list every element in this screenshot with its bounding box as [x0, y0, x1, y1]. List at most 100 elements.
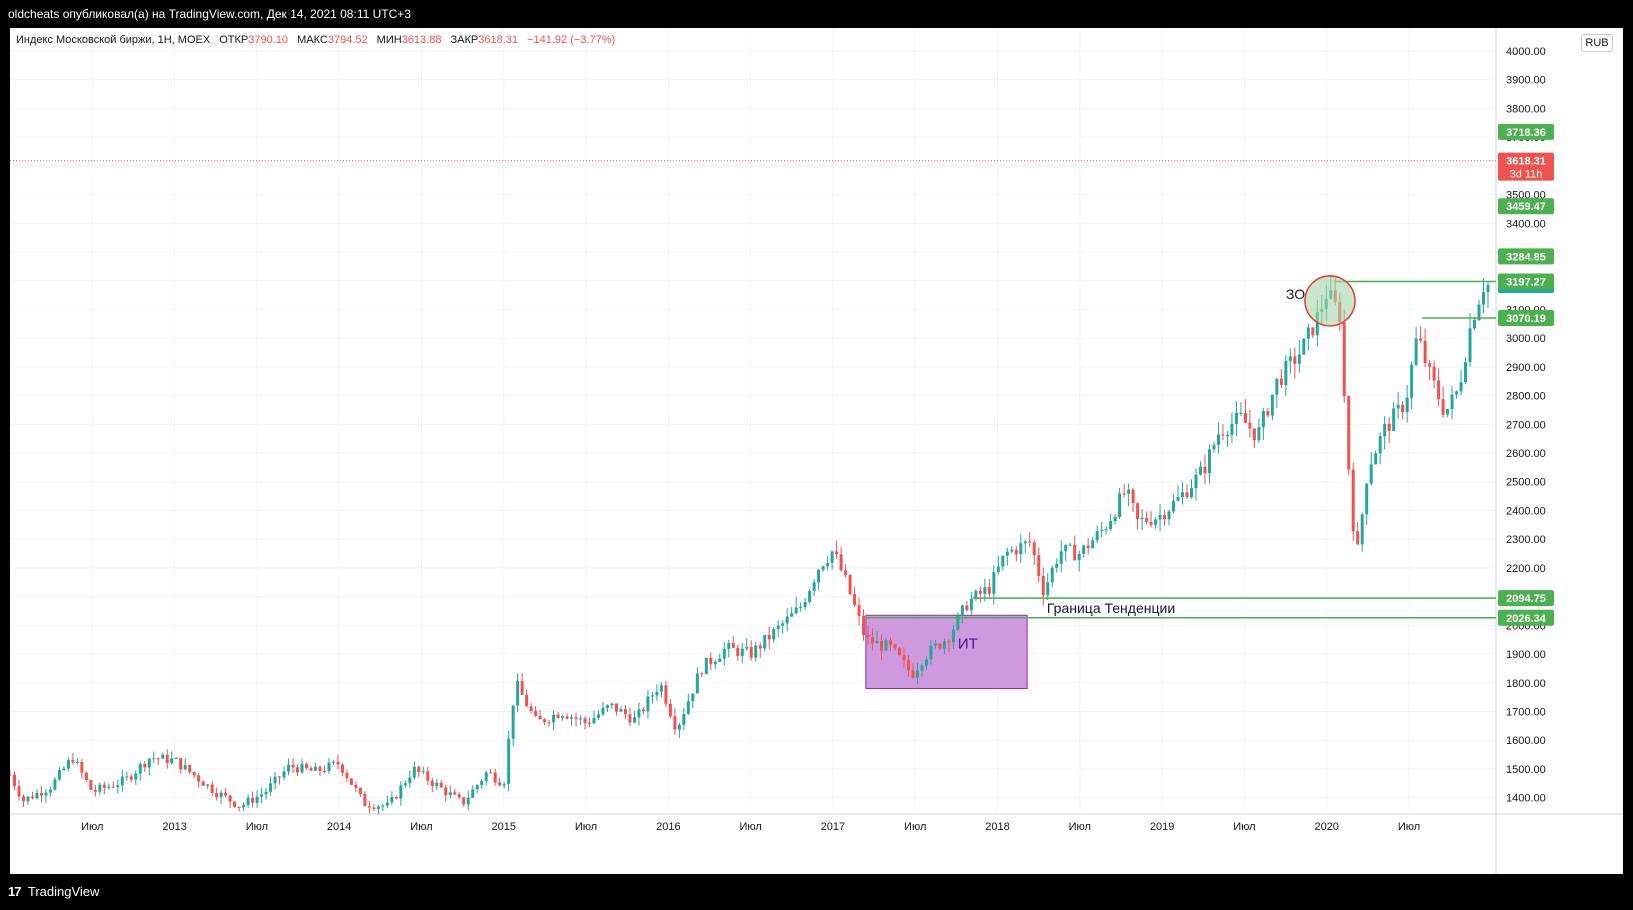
- candle-body: [327, 762, 331, 772]
- candle-body: [1225, 434, 1229, 436]
- candle-body: [53, 779, 57, 790]
- candle-body: [111, 786, 115, 788]
- x-tick-label: Июл: [1233, 821, 1255, 833]
- change-value: −141.92 (−3.77%): [527, 34, 616, 46]
- candle-body: [987, 587, 991, 594]
- candle-body: [906, 660, 910, 671]
- candle-body: [255, 796, 259, 803]
- candle-body: [897, 648, 901, 656]
- candle-body: [1410, 364, 1414, 398]
- candle-body: [902, 655, 906, 661]
- candle-body: [1091, 540, 1095, 549]
- y-tick-label: 2200.00: [1506, 563, 1546, 575]
- candle-body: [1122, 493, 1126, 495]
- symbol-title: Индекс Московской биржи, 1Н, MOEX: [16, 34, 211, 46]
- candle-body: [695, 673, 699, 694]
- candle-body: [1342, 322, 1346, 397]
- candle-body: [776, 625, 780, 630]
- low-value: 3613.88: [401, 34, 442, 46]
- y-tick-label: 2300.00: [1506, 534, 1546, 546]
- candle-body: [138, 763, 142, 774]
- candle-body: [1486, 285, 1490, 293]
- candle-body: [300, 763, 304, 773]
- candle-body: [893, 644, 897, 649]
- candle-body: [1315, 311, 1319, 336]
- candle-body: [956, 614, 960, 630]
- candle-body: [938, 643, 942, 649]
- candle-body: [1356, 531, 1360, 545]
- level-tag-bg: [1498, 609, 1554, 626]
- candle-body: [390, 796, 394, 803]
- candle-body: [233, 801, 237, 807]
- candle-body: [911, 670, 915, 678]
- candle-body: [614, 703, 618, 712]
- candle-body: [1136, 503, 1140, 520]
- candle-body: [758, 645, 762, 649]
- low-label: МИН: [376, 34, 402, 46]
- brand-label[interactable]: TradingView: [27, 884, 100, 899]
- x-tick-label: 2019: [1150, 821, 1174, 833]
- candle-body: [125, 776, 129, 778]
- candle-body: [71, 760, 75, 763]
- level-tag: 2094.75: [1506, 593, 1546, 605]
- candle-body: [21, 796, 25, 802]
- candle-body: [1019, 543, 1023, 555]
- candle-body: [884, 640, 888, 651]
- candle-body: [1369, 464, 1373, 484]
- candle-body: [1419, 338, 1423, 341]
- price-chart[interactable]: ЗО ИТ Граница Тенденции 4000.00 3900.00 3800.…: [10, 28, 1623, 874]
- chart-frame[interactable]: Индекс Московской биржи, 1Н, MOEX ОТКР37…: [10, 28, 1623, 874]
- candle-body: [331, 761, 335, 763]
- candle-body: [30, 796, 34, 799]
- candle-body: [480, 780, 484, 786]
- candle-body: [363, 793, 367, 807]
- candle-body: [1230, 423, 1234, 435]
- candle-body: [237, 806, 241, 808]
- candle-body: [129, 776, 133, 780]
- candle-body: [579, 718, 583, 720]
- candle-body: [880, 640, 884, 651]
- candle-body: [866, 634, 870, 638]
- candle-body: [924, 659, 928, 666]
- candle-body: [875, 640, 879, 644]
- candle-body: [996, 566, 1000, 573]
- candle-body: [251, 797, 255, 803]
- candle-body: [98, 784, 102, 792]
- candle-body: [444, 787, 448, 796]
- current-price-tag-sub: 3d 11h: [1510, 169, 1543, 181]
- candle-body: [722, 648, 726, 659]
- x-tick-label: Июл: [904, 821, 926, 833]
- currency-button[interactable]: RUB: [1581, 34, 1613, 52]
- candle-body: [637, 709, 641, 718]
- candle-body: [57, 770, 61, 780]
- candle-body: [570, 717, 574, 719]
- zone-it-box: [865, 614, 1028, 690]
- candle-body: [1464, 362, 1468, 383]
- candle-body: [107, 786, 111, 788]
- candle-body: [1261, 411, 1265, 428]
- candle-body: [1082, 545, 1086, 554]
- candle-body: [691, 693, 695, 702]
- candle-body: [1270, 394, 1274, 416]
- candle-body: [84, 772, 88, 781]
- candle-body: [381, 805, 385, 807]
- candle-body: [1207, 449, 1211, 474]
- candle-body: [1068, 544, 1072, 546]
- candle-body: [718, 658, 722, 662]
- price-tag: 3284.85: [1506, 251, 1546, 263]
- footer: 17 TradingView: [0, 874, 1633, 910]
- candle-body: [228, 795, 232, 802]
- x-tick-label: 2018: [985, 821, 1009, 833]
- candle-body: [597, 714, 601, 718]
- candle-body: [192, 771, 196, 776]
- y-tick-label: 1400.00: [1506, 793, 1546, 805]
- candle-body: [426, 771, 430, 781]
- candle-body: [210, 784, 214, 794]
- candle-body: [1288, 356, 1292, 361]
- x-tick-label: 2014: [327, 821, 351, 833]
- candle-body: [26, 796, 30, 802]
- candle-body: [686, 701, 690, 714]
- candle-body: [1149, 521, 1153, 525]
- candle-body: [1239, 412, 1243, 414]
- candle-body: [399, 785, 403, 799]
